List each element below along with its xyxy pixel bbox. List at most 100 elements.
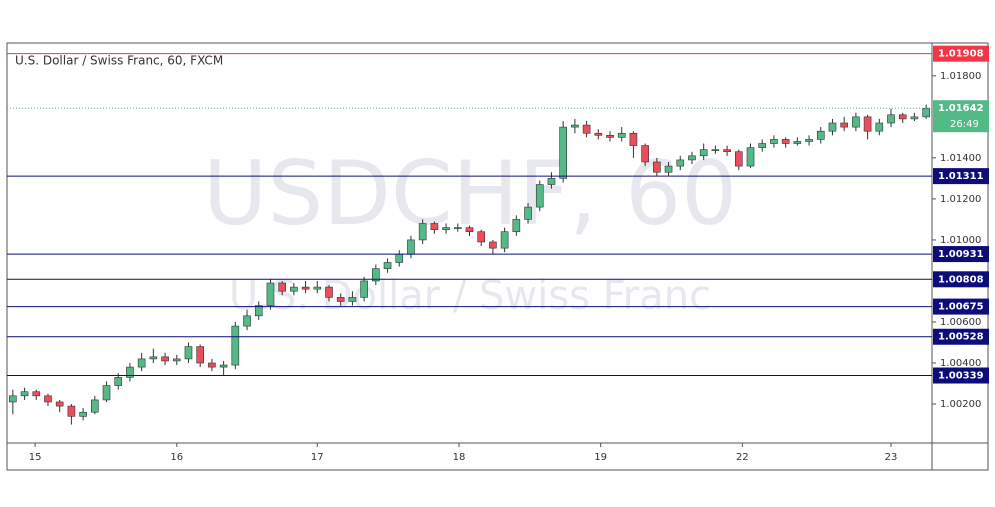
- candle-body: [500, 231, 509, 249]
- candle-body: [126, 366, 134, 378]
- chart-title: U.S. Dollar / Swiss Franc, 60, FXCM: [15, 54, 223, 68]
- candle-body: [571, 124, 579, 128]
- level-label-box: [933, 298, 989, 315]
- candle-body: [535, 184, 544, 208]
- candle-body: [196, 346, 205, 364]
- candle-body: [547, 178, 556, 185]
- x-tick-label: 23: [885, 452, 898, 463]
- level-label: 1.01311: [938, 171, 984, 182]
- level-label-box: [933, 367, 989, 384]
- candle-body: [301, 286, 310, 290]
- candle-body: [653, 161, 661, 173]
- candle-body: [91, 399, 99, 413]
- candle-body: [828, 122, 837, 132]
- candle-body: [278, 282, 286, 292]
- level-label-box: [933, 271, 989, 288]
- candle-body: [887, 114, 895, 124]
- candle-body: [44, 395, 52, 403]
- y-tick-label: 1.01400: [940, 153, 981, 164]
- candle-body: [617, 132, 626, 138]
- candle-body: [313, 286, 322, 290]
- candle-body: [360, 280, 368, 298]
- candle-body: [898, 114, 907, 120]
- y-tick-label: 1.00600: [940, 317, 981, 328]
- candle-body: [372, 268, 380, 282]
- chart-frame: [6, 42, 989, 471]
- candle-body: [67, 405, 76, 417]
- candle-body: [816, 130, 825, 140]
- candle-body: [559, 126, 567, 179]
- candle-body: [711, 149, 720, 151]
- x-tick-label: 18: [453, 452, 466, 463]
- candle-body: [875, 122, 884, 132]
- candle-body: [781, 139, 790, 144]
- candle-body: [161, 356, 169, 362]
- candle-body: [805, 139, 813, 142]
- candle-body: [348, 297, 357, 302]
- level-label: 1.00675: [938, 302, 984, 313]
- candle-body: [594, 132, 603, 136]
- current-price-label: 1.01642: [938, 103, 984, 114]
- y-tick-label: 1.01200: [940, 194, 981, 205]
- candle-body: [442, 227, 450, 230]
- candle-body: [383, 262, 392, 269]
- candle-body: [676, 159, 685, 167]
- level-label-box: [933, 168, 989, 185]
- candle-body: [231, 325, 240, 366]
- candle-body: [699, 149, 708, 157]
- candle-body: [266, 282, 275, 306]
- candle-body: [688, 155, 696, 161]
- candle-body: [184, 346, 193, 360]
- countdown-label: 26:49: [950, 119, 979, 130]
- candle-body: [243, 315, 251, 327]
- candle-body: [102, 385, 111, 401]
- level-label: 1.00808: [938, 274, 984, 285]
- candle-body: [254, 305, 263, 317]
- candle-body: [395, 253, 404, 263]
- candle-body: [770, 139, 778, 144]
- watermark-subtitle: U.S. Dollar / Swiss Franc: [229, 273, 711, 319]
- level-label-box: [933, 246, 989, 263]
- candle-body: [149, 356, 158, 360]
- x-tick-label: 16: [170, 452, 183, 463]
- candle-body: [79, 411, 87, 417]
- x-tick-label: 17: [311, 452, 324, 463]
- candle-body: [407, 239, 415, 255]
- candle-body: [137, 358, 146, 368]
- candle-body: [852, 116, 860, 128]
- level-label: 1.00528: [938, 332, 984, 343]
- candle-body: [9, 395, 17, 403]
- level-label-box: [933, 328, 989, 345]
- candle-body: [290, 286, 298, 292]
- candle-body: [629, 132, 638, 146]
- candle-body: [418, 223, 427, 241]
- candle-body: [55, 401, 64, 407]
- plot-area: [7, 53, 932, 425]
- candle-body: [641, 145, 649, 163]
- candle-body: [208, 362, 216, 368]
- candle-body: [910, 116, 919, 120]
- candle-body: [922, 107, 930, 118]
- y-tick-label: 1.00200: [940, 399, 981, 410]
- candle-body: [453, 227, 462, 229]
- candle-body: [32, 391, 41, 397]
- candle-body: [172, 358, 181, 362]
- y-tick-label: 1.01000: [940, 235, 981, 246]
- level-label: 1.00931: [938, 249, 984, 260]
- level-label-box: [933, 45, 989, 62]
- level-label: 1.01908: [938, 49, 984, 60]
- candle-body: [734, 151, 743, 167]
- candle-body: [840, 122, 848, 128]
- candle-body: [489, 241, 497, 249]
- candle-body: [512, 219, 521, 233]
- candle-body: [863, 116, 872, 132]
- y-tick-label: 1.00400: [940, 358, 981, 369]
- candle-body: [219, 364, 228, 368]
- candle-body: [746, 147, 755, 167]
- current-price-box: [933, 100, 989, 133]
- candle-body: [336, 297, 345, 302]
- x-tick-label: 15: [29, 452, 42, 463]
- x-tick-label: 19: [594, 452, 607, 463]
- candle-body: [20, 391, 29, 397]
